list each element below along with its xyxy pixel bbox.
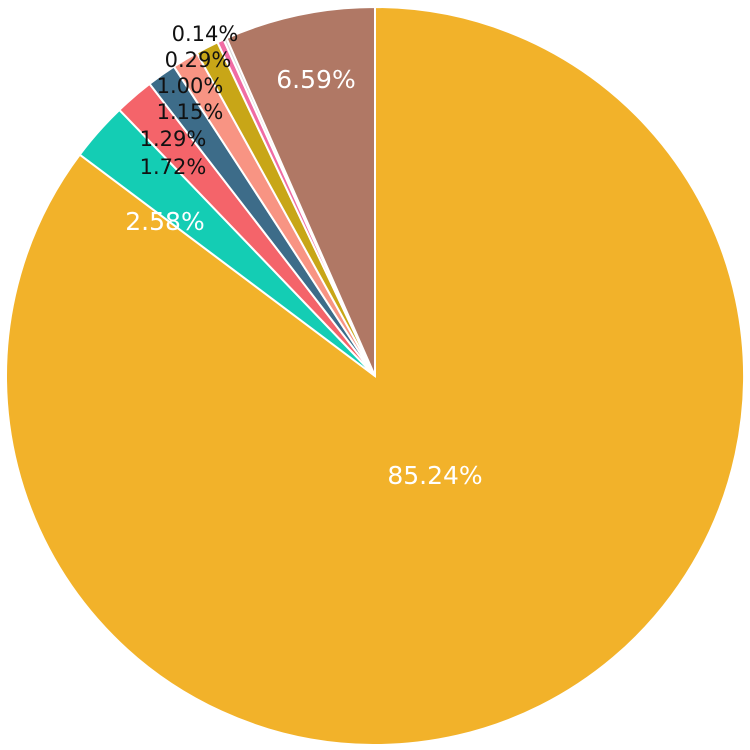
pie-slices	[5, 5, 745, 746]
slice-label: 1.00%	[157, 74, 224, 98]
slice-label: 1.15%	[157, 100, 224, 124]
slice-label: 85.24%	[387, 461, 482, 490]
pie-labels: 85.24% 2.58% 1.72% 1.29% 1.15%1.00%0.29%0.14…	[125, 22, 482, 490]
slice-label: 0.29%	[165, 48, 232, 72]
slice-label: 0.14%	[172, 22, 239, 46]
slice-label: 6.59%	[276, 65, 355, 94]
slice-label: 1.29%	[140, 127, 207, 151]
slice-label: 1.72%	[140, 155, 207, 179]
pie-slice	[225, 5, 376, 377]
slice-label: 2.58%	[125, 207, 204, 236]
